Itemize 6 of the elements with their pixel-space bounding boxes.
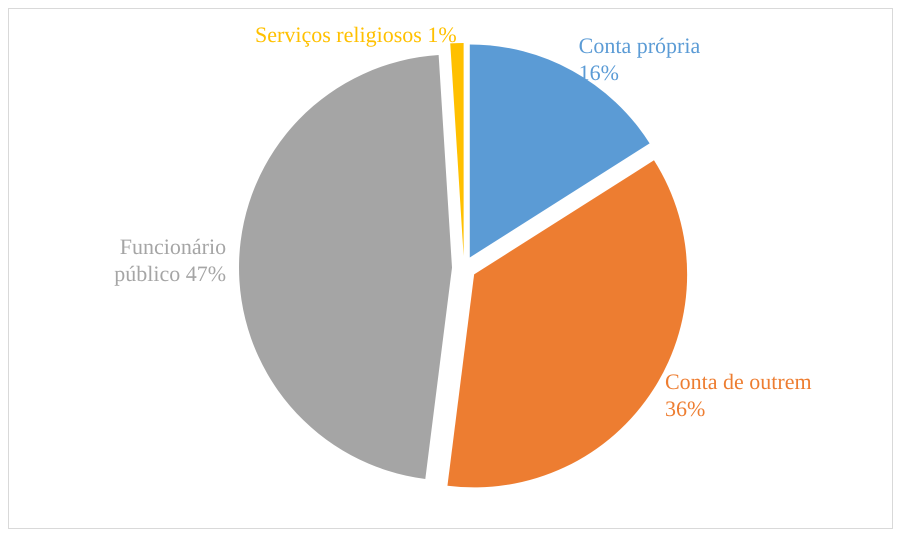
slice-label: Funcionário público 47% <box>114 234 226 286</box>
data-label: 16% <box>578 60 619 85</box>
data-label: 36% <box>664 396 706 422</box>
slice-label: Conta própria <box>578 32 700 58</box>
slice-label: Conta de outrem <box>664 369 812 394</box>
slice-label: Serviços religiosos 1% <box>255 22 457 48</box>
